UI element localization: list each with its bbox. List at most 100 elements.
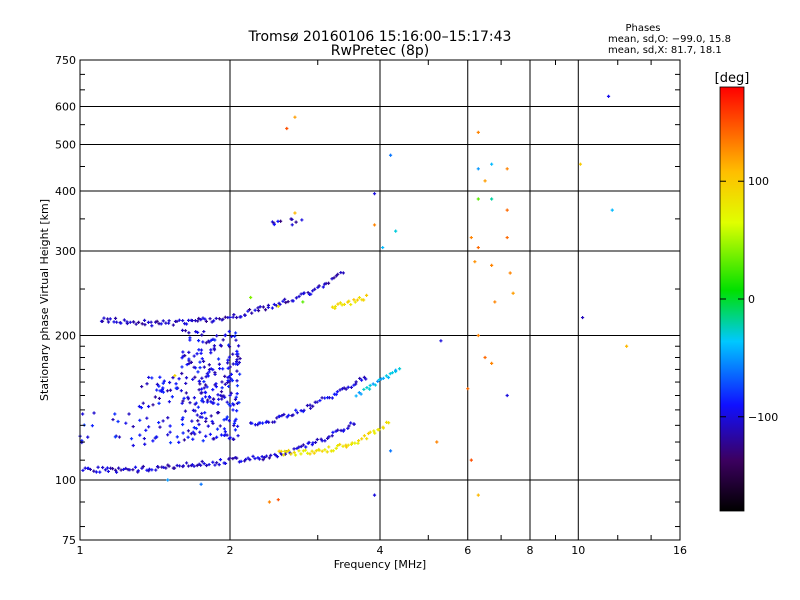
data-point [206,374,211,378]
data-point [200,397,204,401]
plot-frame [79,59,681,541]
data-point [211,460,215,464]
data-point [209,338,213,342]
y-tick-label: 300 [55,245,76,258]
data-point [225,433,229,437]
data-point [144,428,148,432]
data-point [476,130,480,134]
data-point [234,417,238,421]
data-point [196,370,200,374]
data-point [232,313,236,317]
data-point [138,418,142,422]
data-point [230,378,235,383]
data-point [105,466,110,470]
data-point [192,365,196,369]
data-point [134,322,138,326]
data-point [131,468,135,472]
data-point [181,416,185,420]
data-point [143,323,147,327]
data-point [276,498,280,502]
data-point [624,344,629,348]
data-point [151,403,155,407]
data-point [191,430,195,434]
data-point [386,375,391,380]
data-point [286,448,291,453]
data-point [294,296,299,300]
data-point [365,437,369,441]
data-point [157,396,162,401]
data-point [473,260,477,264]
colorbar-ticks: −100 0 100 [720,175,778,424]
data-point [100,319,105,323]
data-point [490,361,494,365]
data-point [108,317,112,321]
colorbar-tick-label: 0 [748,293,755,306]
data-point [256,306,260,310]
y-tick-label: 100 [55,474,76,487]
data-point [165,389,170,393]
data-point [139,406,144,410]
data-point [216,357,221,361]
data-point [175,319,179,324]
data-point [174,382,178,386]
data-point [199,463,203,467]
data-point [304,445,308,449]
grid [80,60,680,540]
data-point [295,411,299,415]
data-point [111,467,115,471]
data-point [349,302,353,307]
data-point [200,376,204,380]
data-point [187,357,191,361]
data-point [214,385,218,389]
data-point [229,372,233,376]
data-point [285,126,289,131]
data-point [466,387,470,391]
data-point [359,392,363,396]
data-point [331,430,335,434]
data-point [206,424,210,428]
data-point [217,362,222,366]
data-point [275,455,280,459]
data-point [224,417,228,421]
data-point [105,317,110,321]
data-point [86,435,90,439]
data-point [237,360,241,365]
data-point [228,435,232,439]
data-point [360,437,364,441]
data-point [580,315,585,320]
data-point [222,418,226,422]
data-point [490,197,494,201]
data-point [373,383,378,387]
data-point [128,320,132,324]
data-point [203,395,208,399]
data-point [231,352,235,356]
x-tick-label: 6 [464,544,471,557]
data-point [318,398,322,403]
data-point [113,412,117,416]
data-point [223,461,228,466]
data-point [187,350,191,354]
data-point [188,336,192,340]
data-point [334,429,338,433]
data-point [209,351,213,355]
data-point [297,294,301,299]
data-point [193,402,197,406]
data-point [142,318,147,322]
data-point [278,302,282,306]
data-point [323,396,327,400]
data-point [218,343,223,347]
data-point [299,452,303,456]
data-point [261,305,265,309]
data-point [267,420,271,424]
data-point [213,338,217,342]
data-point [223,430,227,434]
data-point [377,428,381,432]
data-point [199,351,203,355]
data-point [223,374,227,378]
data-point [131,443,135,448]
x-tick-label: 2 [227,544,234,557]
data-point [196,339,201,343]
data-point [223,333,227,338]
data-point [168,424,172,428]
data-point [352,383,356,387]
